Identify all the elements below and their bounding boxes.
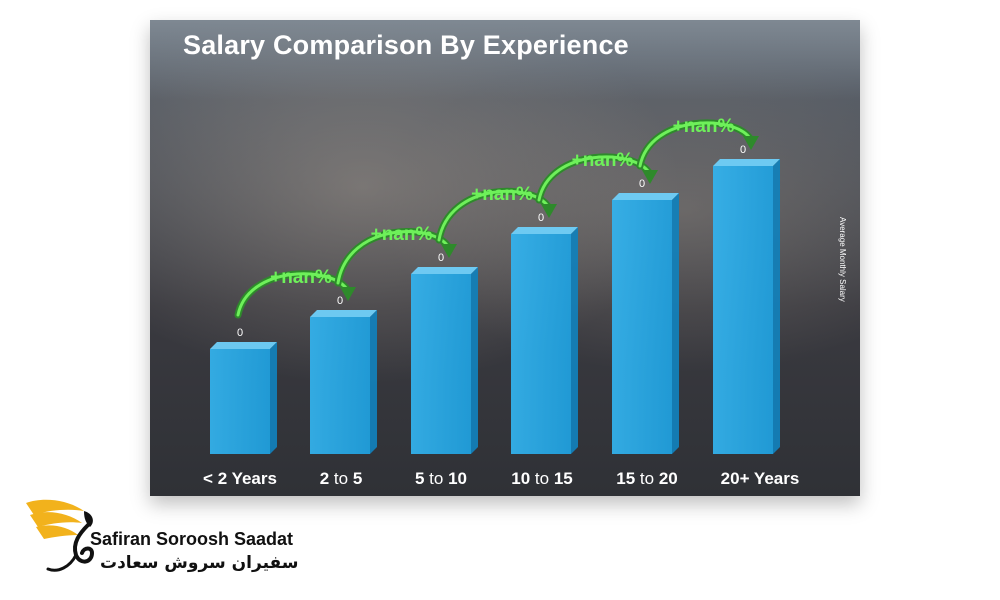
increase-label-4: +nan% — [572, 150, 634, 171]
category-label-4: 10 to 15 — [511, 469, 572, 488]
chart-title: Salary Comparison By Experience — [183, 30, 629, 60]
category-label-5: 15 to 20 — [616, 469, 677, 488]
increase-label-1: +nan% — [270, 267, 332, 288]
increase-label-3: +nan% — [471, 184, 533, 205]
bar-6 — [713, 159, 780, 454]
value-label-6: 0 — [740, 144, 746, 156]
value-label-4: 0 — [538, 212, 544, 224]
category-label-3: 5 to 10 — [415, 469, 467, 488]
bar-1 — [210, 342, 277, 454]
category-label-2: 2 to 5 — [320, 469, 363, 488]
increase-arrow-5 — [636, 119, 759, 170]
brand-logo: Safiran Soroosh Saadat سفیران سروش سعادت — [22, 493, 298, 583]
plot-area: 0 < 2 Years 0 2 to 5 0 5 to 10 0 10 to 15 0 15 to… — [203, 116, 800, 488]
value-label-1: 0 — [237, 327, 243, 339]
value-label-2: 0 — [337, 295, 343, 307]
category-label-1: < 2 Years — [203, 469, 277, 488]
increase-label-2: +nan% — [371, 224, 433, 245]
phoenix-bird-icon — [26, 499, 95, 572]
bar-4 — [511, 227, 578, 454]
category-label-6: 20+ Years — [721, 469, 800, 488]
brand-name-persian: سفیران سروش سعادت — [100, 553, 299, 573]
value-label-5: 0 — [639, 178, 645, 190]
increase-label-5: +nan% — [673, 116, 735, 137]
chart-panel: Salary Comparison By Experience 0 < 2 Yea… — [150, 20, 860, 496]
bar-2 — [310, 310, 377, 454]
bar-5 — [612, 193, 679, 454]
y-axis-label: Average Monthly Salary — [838, 217, 847, 302]
bar-3 — [411, 267, 478, 454]
value-label-3: 0 — [438, 252, 444, 264]
brand-name-english: Safiran Soroosh Saadat — [90, 529, 294, 549]
